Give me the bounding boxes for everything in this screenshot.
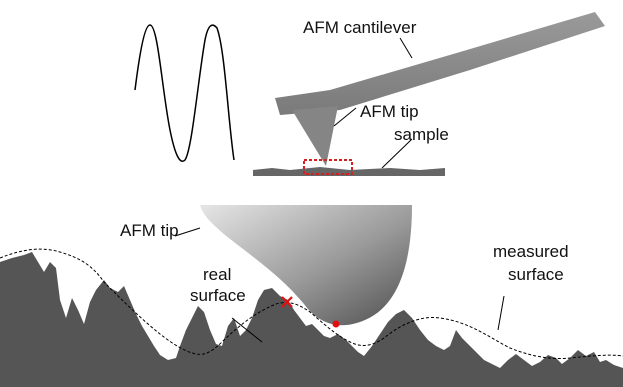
label-cantilever: AFM cantilever xyxy=(303,18,417,37)
cantilever xyxy=(275,12,605,115)
leader-tip-zoom xyxy=(174,227,201,237)
label-real-surface-1: real xyxy=(203,265,231,284)
afm-tip-large xyxy=(200,205,412,326)
label-sample: sample xyxy=(394,125,449,144)
label-tip-top: AFM tip xyxy=(360,102,419,121)
label-measured-surface-1: measured xyxy=(493,242,569,261)
real-surface xyxy=(0,252,623,387)
leader-measured-surface xyxy=(497,295,505,331)
oscillation-wave xyxy=(134,24,235,162)
leader-real-surface xyxy=(231,317,263,343)
label-real-surface-2: surface xyxy=(190,286,246,305)
leader-cantilever xyxy=(399,37,413,59)
label-tip-zoom: AFM tip xyxy=(120,221,179,240)
measured-surface-line xyxy=(0,248,623,359)
leader-tip-top xyxy=(333,107,357,127)
label-measured-surface-2: surface xyxy=(508,265,564,284)
sample-strip xyxy=(253,167,445,176)
tip-apex-dot xyxy=(332,320,340,328)
contact-x-mark xyxy=(281,296,293,308)
afm-tip-small xyxy=(292,106,338,166)
zoom-region-box xyxy=(303,159,353,175)
leader-sample xyxy=(381,138,413,169)
